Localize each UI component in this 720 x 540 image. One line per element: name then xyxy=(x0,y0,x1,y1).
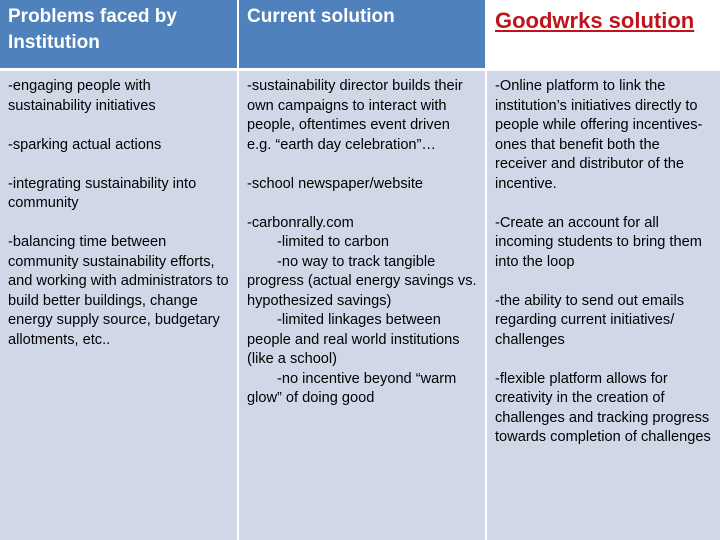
goodwrks-item: -the ability to send out emails regardin… xyxy=(495,292,685,348)
current-solution-cell: -sustainability director builds their ow… xyxy=(238,69,487,540)
current-subitem: -limited to carbon xyxy=(277,234,389,250)
current-subitem: -no way to track tangible progress (actu… xyxy=(247,253,477,309)
problem-item: -sparking actual actions xyxy=(8,136,162,153)
goodwrks-item: -Online platform to link the institution… xyxy=(495,78,703,192)
goodwrks-item: -Create an account for all incoming stud… xyxy=(495,214,702,270)
header-problems: Problems faced by Institution xyxy=(0,0,239,71)
current-carbonrally-block: -carbonrally.com -limited to carbon -no … xyxy=(247,214,477,409)
problem-item: -integrating sustainability into communi… xyxy=(8,175,197,212)
header-goodwrks-solution: Goodwrks solution xyxy=(486,0,720,71)
problems-cell: -engaging people with sustainability ini… xyxy=(0,69,239,540)
body-row: -engaging people with sustainability ini… xyxy=(0,69,720,540)
goodwrks-item: -flexible platform allows for creativity… xyxy=(495,370,711,446)
current-item: -sustainability director builds their ow… xyxy=(247,78,463,153)
current-item: -school newspaper/website xyxy=(247,175,424,192)
current-item: -carbonrally.com xyxy=(247,214,354,231)
problem-item: -engaging people with sustainability ini… xyxy=(8,78,156,114)
goodwrks-solution-cell: -Online platform to link the institution… xyxy=(486,69,720,540)
header-row: Problems faced by Institution Current so… xyxy=(0,0,720,71)
current-subitem: -limited linkages between people and rea… xyxy=(247,312,460,367)
header-current-solution: Current solution xyxy=(238,0,487,71)
current-subitem: -no incentive beyond “warm glow” of doin… xyxy=(247,370,457,407)
problem-item: -balancing time between community sustai… xyxy=(8,234,229,348)
